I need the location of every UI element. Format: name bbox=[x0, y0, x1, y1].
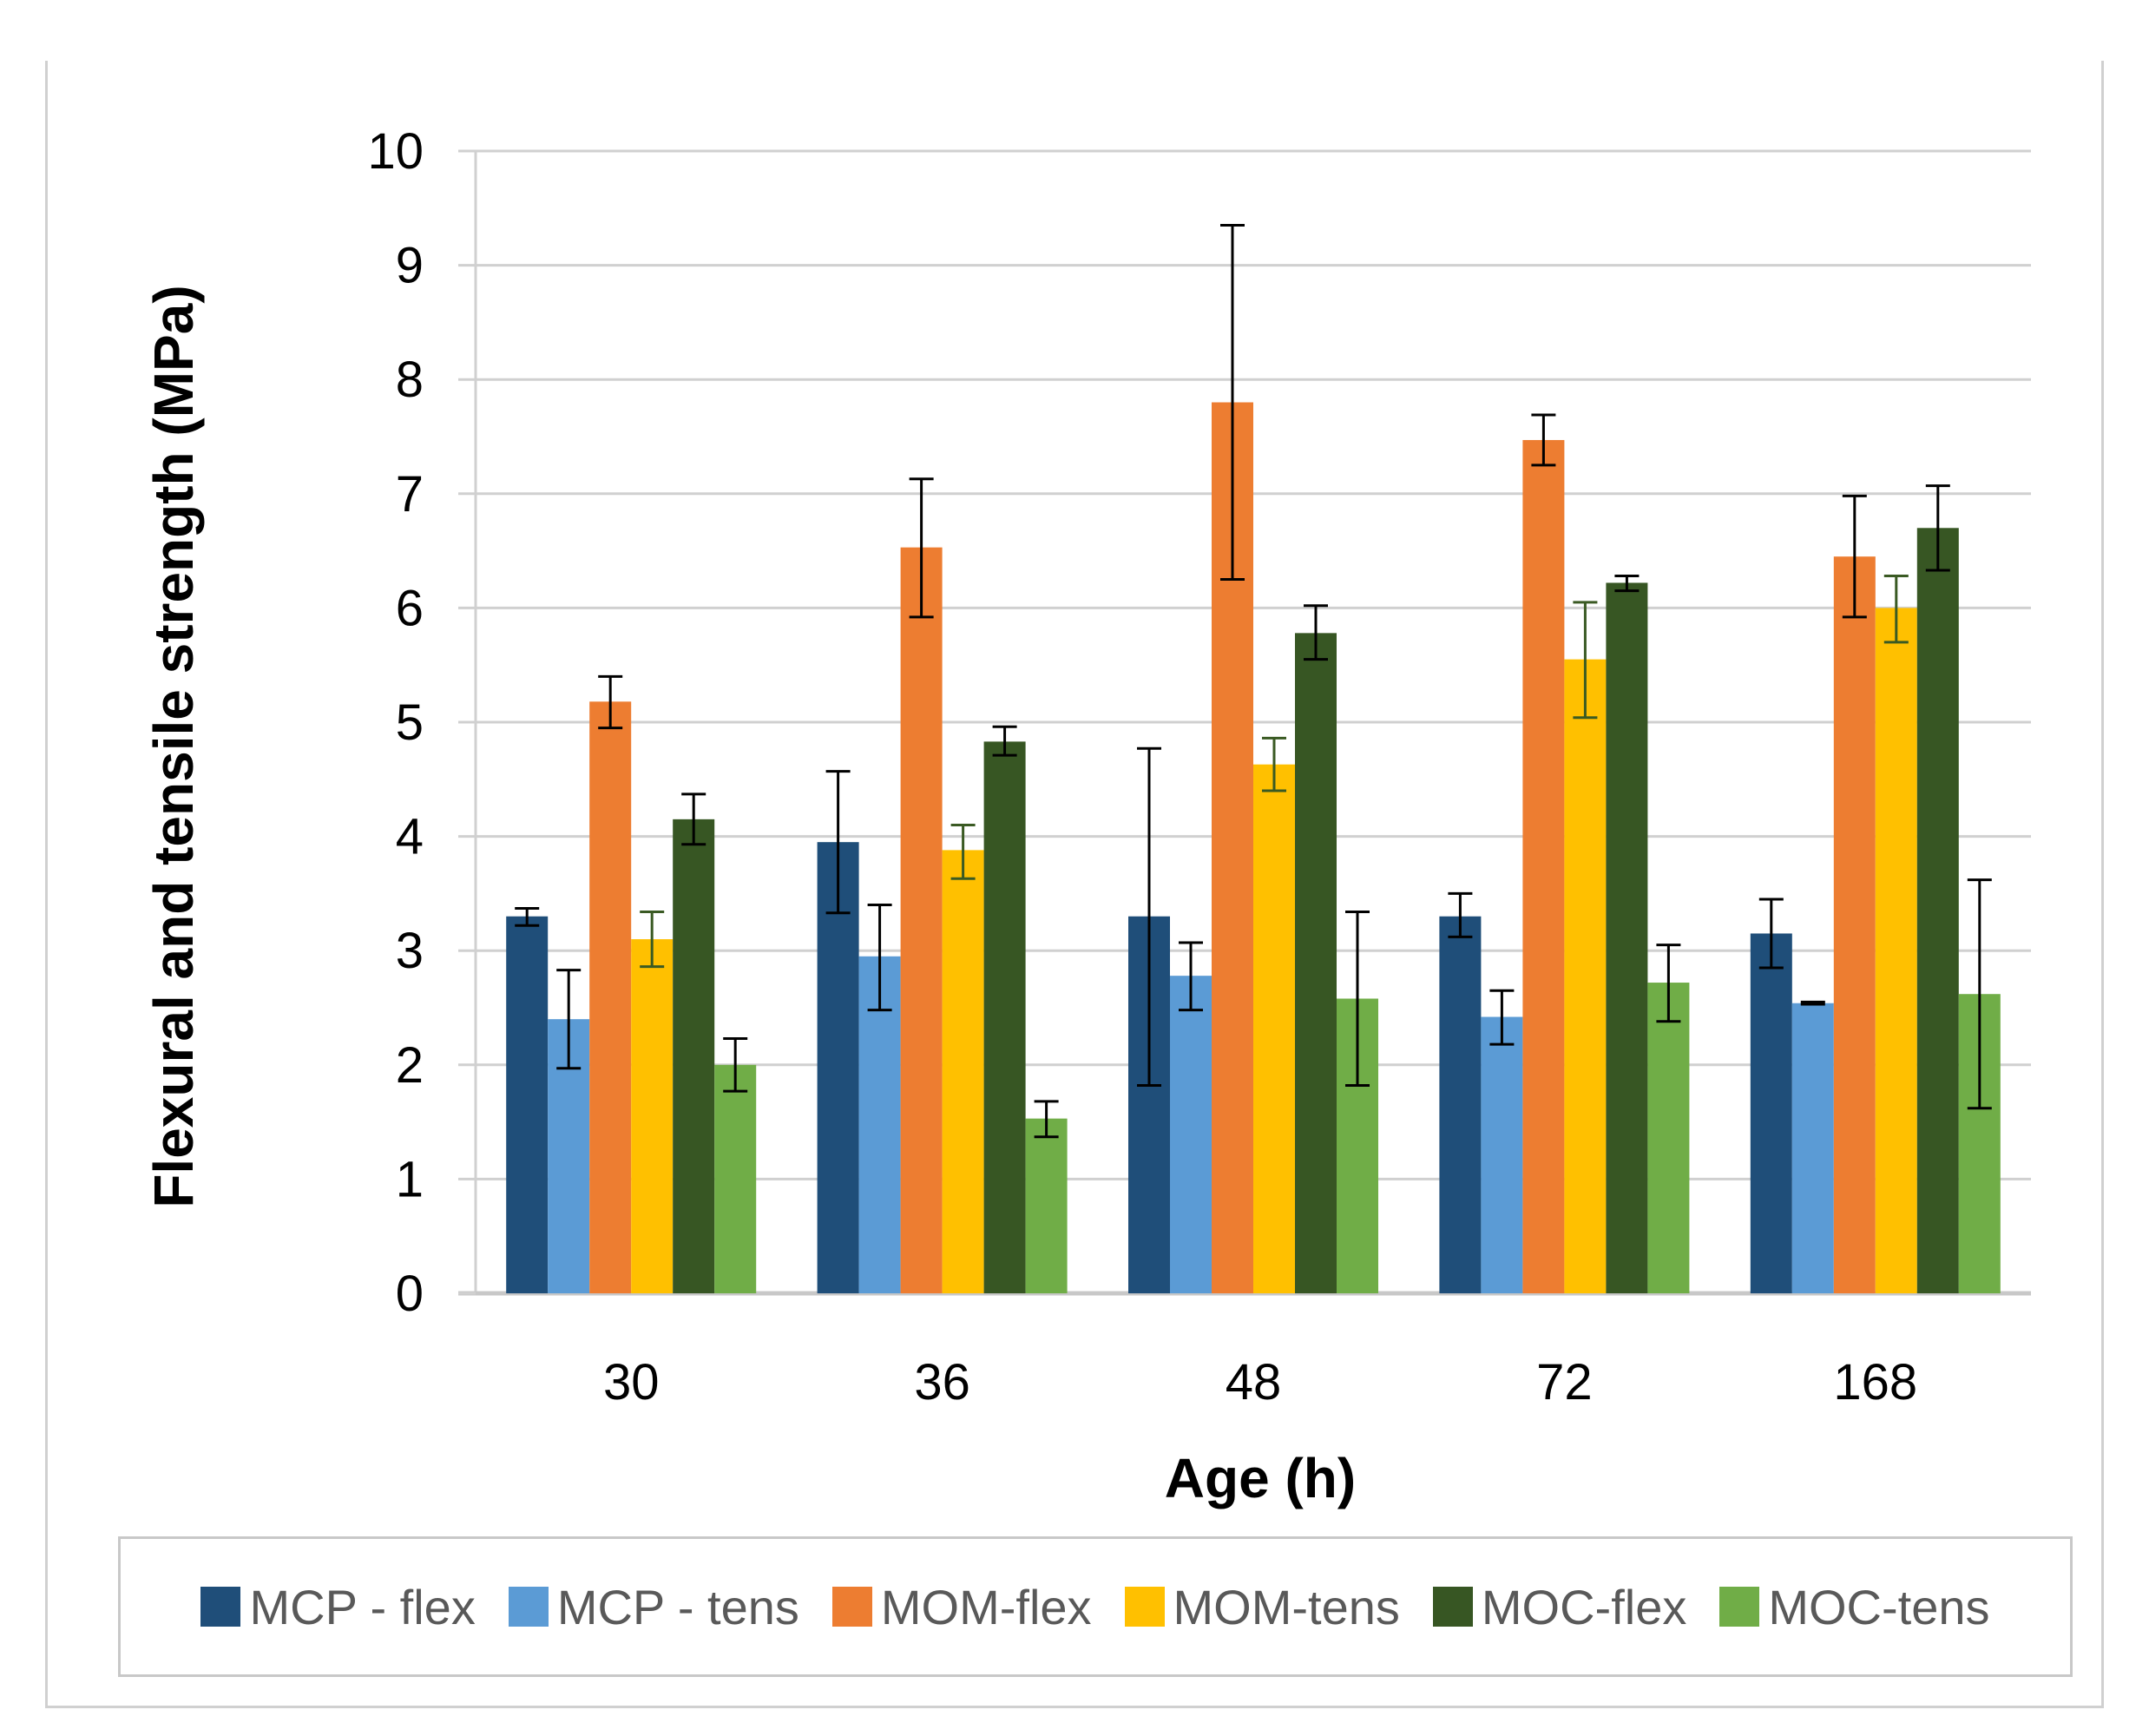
legend-label: MCP - tens bbox=[556, 1579, 799, 1634]
bar-mcp-tens-48 bbox=[1170, 976, 1212, 1293]
bar-moc-tens-72 bbox=[1647, 983, 1690, 1293]
legend-item: MOM-flex bbox=[831, 1579, 1092, 1635]
bar-mom-tens-72 bbox=[1564, 659, 1607, 1293]
error-bar bbox=[867, 904, 892, 1012]
bar-mcp-flex-72 bbox=[1439, 916, 1482, 1293]
bar-moc-flex-36 bbox=[983, 741, 1026, 1293]
error-bar bbox=[1925, 484, 1950, 572]
error-bar bbox=[909, 477, 934, 619]
bar-mom-flex-168 bbox=[1833, 556, 1876, 1293]
error-bar bbox=[1448, 891, 1473, 938]
x-tick-label: 36 bbox=[914, 1354, 970, 1410]
y-tick-label: 3 bbox=[396, 923, 424, 979]
bar-mom-flex-30 bbox=[589, 701, 632, 1293]
bar-moc-tens-36 bbox=[1025, 1118, 1068, 1293]
legend-label: MOM-tens bbox=[1173, 1579, 1400, 1634]
legend-swatch bbox=[1719, 1587, 1760, 1627]
bars bbox=[506, 402, 2001, 1293]
error-bar bbox=[1758, 898, 1784, 970]
legend-swatch bbox=[200, 1587, 241, 1627]
bar-mom-tens-168 bbox=[1875, 608, 1917, 1293]
error-bar bbox=[723, 1037, 748, 1093]
y-tick-label: 9 bbox=[396, 238, 424, 294]
x-tick-label: 30 bbox=[603, 1354, 660, 1410]
error-bar bbox=[640, 910, 665, 969]
x-axis-title: Age (h) bbox=[1165, 1447, 1356, 1509]
y-tick-labels: 0 1 2 3 4 5 6 7 8 9 10 bbox=[367, 123, 424, 1322]
error-bar bbox=[1656, 944, 1681, 1023]
y-tick-label: 10 bbox=[367, 123, 424, 180]
legend-item: MOC-flex bbox=[1432, 1579, 1687, 1635]
error-bar bbox=[950, 823, 976, 880]
error-bar bbox=[1034, 1100, 1059, 1139]
error-bar bbox=[1573, 601, 1598, 720]
bar-mcp-flex-36 bbox=[817, 842, 859, 1293]
error-bar bbox=[1137, 746, 1161, 1087]
bar-moc-flex-72 bbox=[1606, 582, 1648, 1293]
error-bar bbox=[1967, 878, 1992, 1110]
legend-swatch bbox=[1124, 1587, 1165, 1627]
x-tick-labels: 30 36 48 72 168 bbox=[603, 1354, 1917, 1410]
y-tick-label: 5 bbox=[396, 694, 424, 751]
legend-item: MOM-tens bbox=[1124, 1579, 1400, 1635]
error-bar bbox=[1220, 224, 1245, 581]
y-tick-label: 4 bbox=[396, 809, 424, 865]
y-tick-label: 2 bbox=[396, 1037, 424, 1094]
legend-label: MOC-tens bbox=[1768, 1579, 1990, 1634]
bar-moc-flex-30 bbox=[673, 819, 715, 1293]
y-tick-label: 0 bbox=[396, 1266, 424, 1322]
error-bar bbox=[1304, 604, 1328, 661]
bar-mom-tens-48 bbox=[1253, 764, 1295, 1293]
error-bar bbox=[681, 792, 706, 846]
legend-label: MOC-flex bbox=[1481, 1579, 1687, 1634]
bar-mcp-tens-168 bbox=[1791, 1003, 1834, 1293]
error-bar bbox=[556, 969, 582, 1070]
bar-mcp-tens-36 bbox=[858, 956, 901, 1293]
legend-swatch bbox=[831, 1587, 872, 1627]
error-bar bbox=[1614, 575, 1640, 593]
bar-mcp-tens-72 bbox=[1481, 1016, 1523, 1293]
x-tick-label: 48 bbox=[1226, 1354, 1282, 1410]
y-tick-label: 7 bbox=[396, 466, 424, 523]
x-tick-label: 168 bbox=[1833, 1354, 1917, 1410]
bar-mom-flex-72 bbox=[1522, 439, 1565, 1293]
error-bar bbox=[515, 907, 540, 927]
y-tick-label: 6 bbox=[396, 580, 424, 636]
error-bar bbox=[1883, 575, 1909, 644]
error-bar bbox=[1489, 989, 1515, 1046]
error-bar bbox=[1842, 494, 1867, 619]
y-axis-title: Flexural and tensile strength (MPa) bbox=[142, 285, 205, 1207]
error-bars bbox=[515, 224, 1992, 1139]
legend-swatch bbox=[1432, 1587, 1473, 1627]
error-bar bbox=[1262, 736, 1286, 792]
legend-label: MCP - flex bbox=[249, 1579, 476, 1634]
bar-mcp-flex-30 bbox=[506, 916, 549, 1293]
bar-moc-flex-168 bbox=[1916, 528, 1959, 1293]
legend-swatch bbox=[508, 1587, 549, 1627]
legend-item: MCP - flex bbox=[200, 1579, 476, 1635]
bar-mom-tens-36 bbox=[942, 850, 984, 1293]
legend-item: MOC-tens bbox=[1719, 1579, 1990, 1635]
legend-label: MOM-flex bbox=[880, 1579, 1092, 1634]
chart-frame bbox=[45, 61, 2104, 1708]
bar-mom-tens-30 bbox=[631, 939, 674, 1293]
bar-mom-flex-36 bbox=[900, 547, 943, 1293]
legend: MCP - flex MCP - tens MOM-flex MOM-tens MOC-… bbox=[118, 1536, 2073, 1677]
bar-moc-tens-30 bbox=[714, 1064, 757, 1293]
y-tick-label: 1 bbox=[396, 1151, 424, 1207]
y-tick-label: 8 bbox=[396, 352, 424, 408]
error-bar bbox=[1800, 1000, 1825, 1006]
error-bar bbox=[1531, 413, 1556, 467]
bar-mcp-flex-168 bbox=[1750, 933, 1792, 1293]
error-bar bbox=[1345, 910, 1370, 1087]
x-tick-label: 72 bbox=[1536, 1354, 1593, 1410]
error-bar bbox=[992, 725, 1017, 757]
error-bar bbox=[825, 770, 851, 915]
error-bar bbox=[598, 674, 623, 730]
legend-item: MCP - tens bbox=[508, 1579, 799, 1635]
error-bar bbox=[1179, 941, 1203, 1012]
bar-moc-flex-48 bbox=[1295, 633, 1337, 1293]
